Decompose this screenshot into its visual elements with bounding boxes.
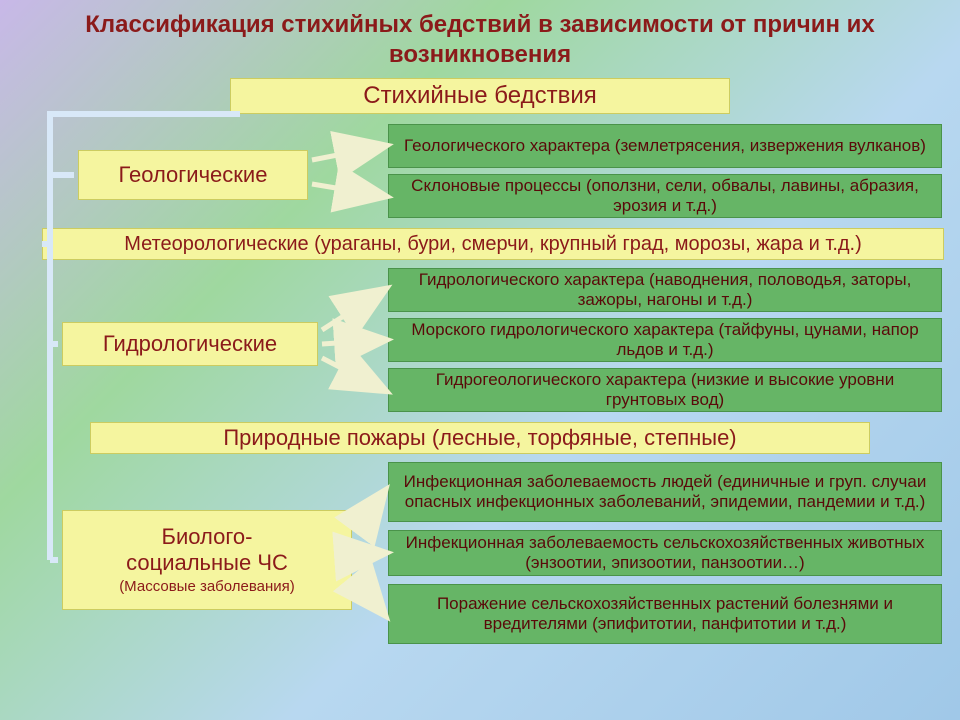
root-box: Стихийные бедствия [230, 78, 730, 114]
category-meteorological: Метеорологические (ураганы, бури, смерчи… [42, 228, 944, 260]
category-geological: Геологические [78, 150, 308, 200]
leaf-hydro-0: Гидрологического характера (наводнения, … [388, 268, 942, 312]
leaf-geo-0: Геологического характера (землетрясения,… [388, 124, 942, 168]
leaf-geo-1: Склоновые процессы (оползни, сели, обвал… [388, 174, 942, 218]
leaf-bio-0: Инфекционная заболеваемость людей (едини… [388, 462, 942, 522]
category-fires: Природные пожары (лесные, торфяные, степ… [90, 422, 870, 454]
diagram-title: Классификация стихийных бедствий в завис… [0, 0, 960, 76]
leaf-hydro-1: Морского гидрологического характера (тай… [388, 318, 942, 362]
category-hydrological: Гидрологические [62, 322, 318, 366]
bio-label: Биолого- социальные ЧС [126, 524, 288, 577]
leaf-bio-1: Инфекционная заболеваемость сельскохозяй… [388, 530, 942, 576]
bio-sublabel: (Массовые заболевания) [119, 578, 295, 596]
leaf-hydro-2: Гидрогеологического характера (низкие и … [388, 368, 942, 412]
leaf-bio-2: Поражение сельскохозяйственных растений … [388, 584, 942, 644]
category-biosocial: Биолого- социальные ЧС (Массовые заболев… [62, 510, 352, 610]
